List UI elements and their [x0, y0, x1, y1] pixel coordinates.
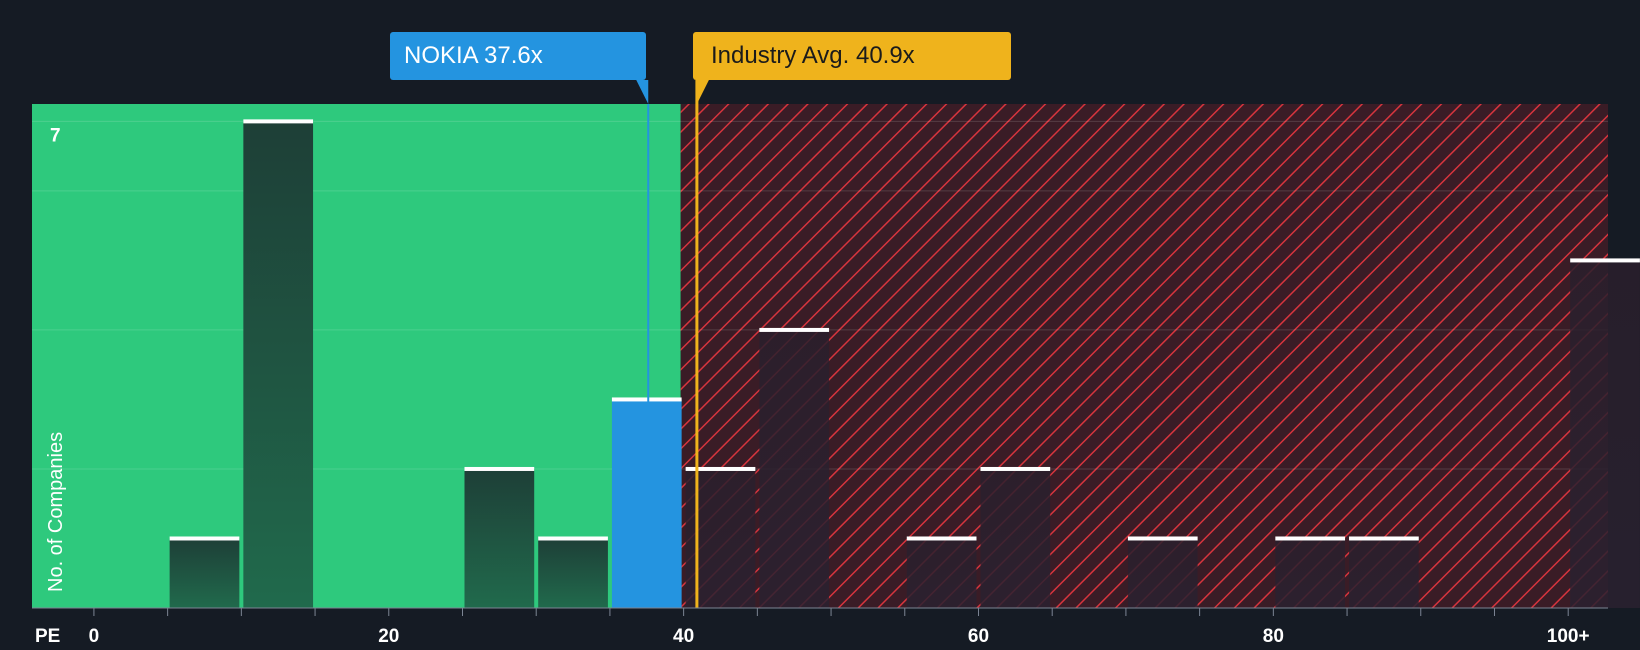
x-axis [32, 607, 1608, 616]
histogram-bar [1349, 538, 1419, 608]
x-tick-label: 80 [1263, 626, 1284, 647]
bar-cap [1275, 536, 1346, 541]
histogram-bar [611, 399, 682, 608]
company-pe-label: NOKIA 37.6x [404, 42, 543, 69]
x-tick-label: 20 [378, 626, 399, 647]
y-axis-title: No. of Companies [45, 432, 67, 592]
x-axis-title: PE [35, 626, 60, 647]
bar-cap [169, 536, 240, 541]
bar-cap [1349, 536, 1419, 541]
bar-cap [906, 536, 977, 541]
x-tick-label: 100+ [1547, 626, 1590, 647]
histogram-bar [243, 121, 314, 609]
company-callout-pointer [636, 80, 649, 104]
bar-cap [685, 466, 756, 471]
histogram-bar [169, 538, 240, 608]
histogram-bar [1570, 260, 1640, 608]
histogram-bar [759, 329, 830, 608]
bar-cap [243, 119, 314, 124]
reference-lines [636, 80, 709, 608]
histogram-bar [906, 538, 977, 608]
x-tick-label: 60 [968, 626, 989, 647]
histogram-bar [1275, 538, 1346, 608]
bar-cap [1127, 536, 1198, 541]
bar-cap [538, 536, 608, 541]
histogram-bar [1127, 538, 1198, 608]
histogram-bar [538, 538, 608, 608]
bar-cap [759, 327, 830, 332]
histogram-bar [464, 468, 535, 608]
expensive-zone [680, 104, 1608, 608]
industry-average-callout: Industry Avg. 40.9x [693, 32, 1011, 80]
x-tick-label: 0 [89, 626, 100, 647]
industry-average-label: Industry Avg. 40.9x [711, 42, 915, 69]
bar-cap [1570, 258, 1640, 263]
y-tick-label: 7 [50, 125, 61, 146]
fair-value-zone [32, 104, 681, 608]
company-pe-callout: NOKIA 37.6x [390, 32, 646, 80]
axis-labels: 0 20 40 60 80 100+ PE No. of Companies 7 [35, 125, 1590, 647]
industry-callout-pointer [696, 80, 709, 104]
histogram-bar [980, 468, 1051, 608]
bar-cap [980, 466, 1051, 471]
x-tick-label: 40 [673, 626, 694, 647]
bar-cap [611, 397, 682, 402]
bar-cap [464, 466, 535, 471]
